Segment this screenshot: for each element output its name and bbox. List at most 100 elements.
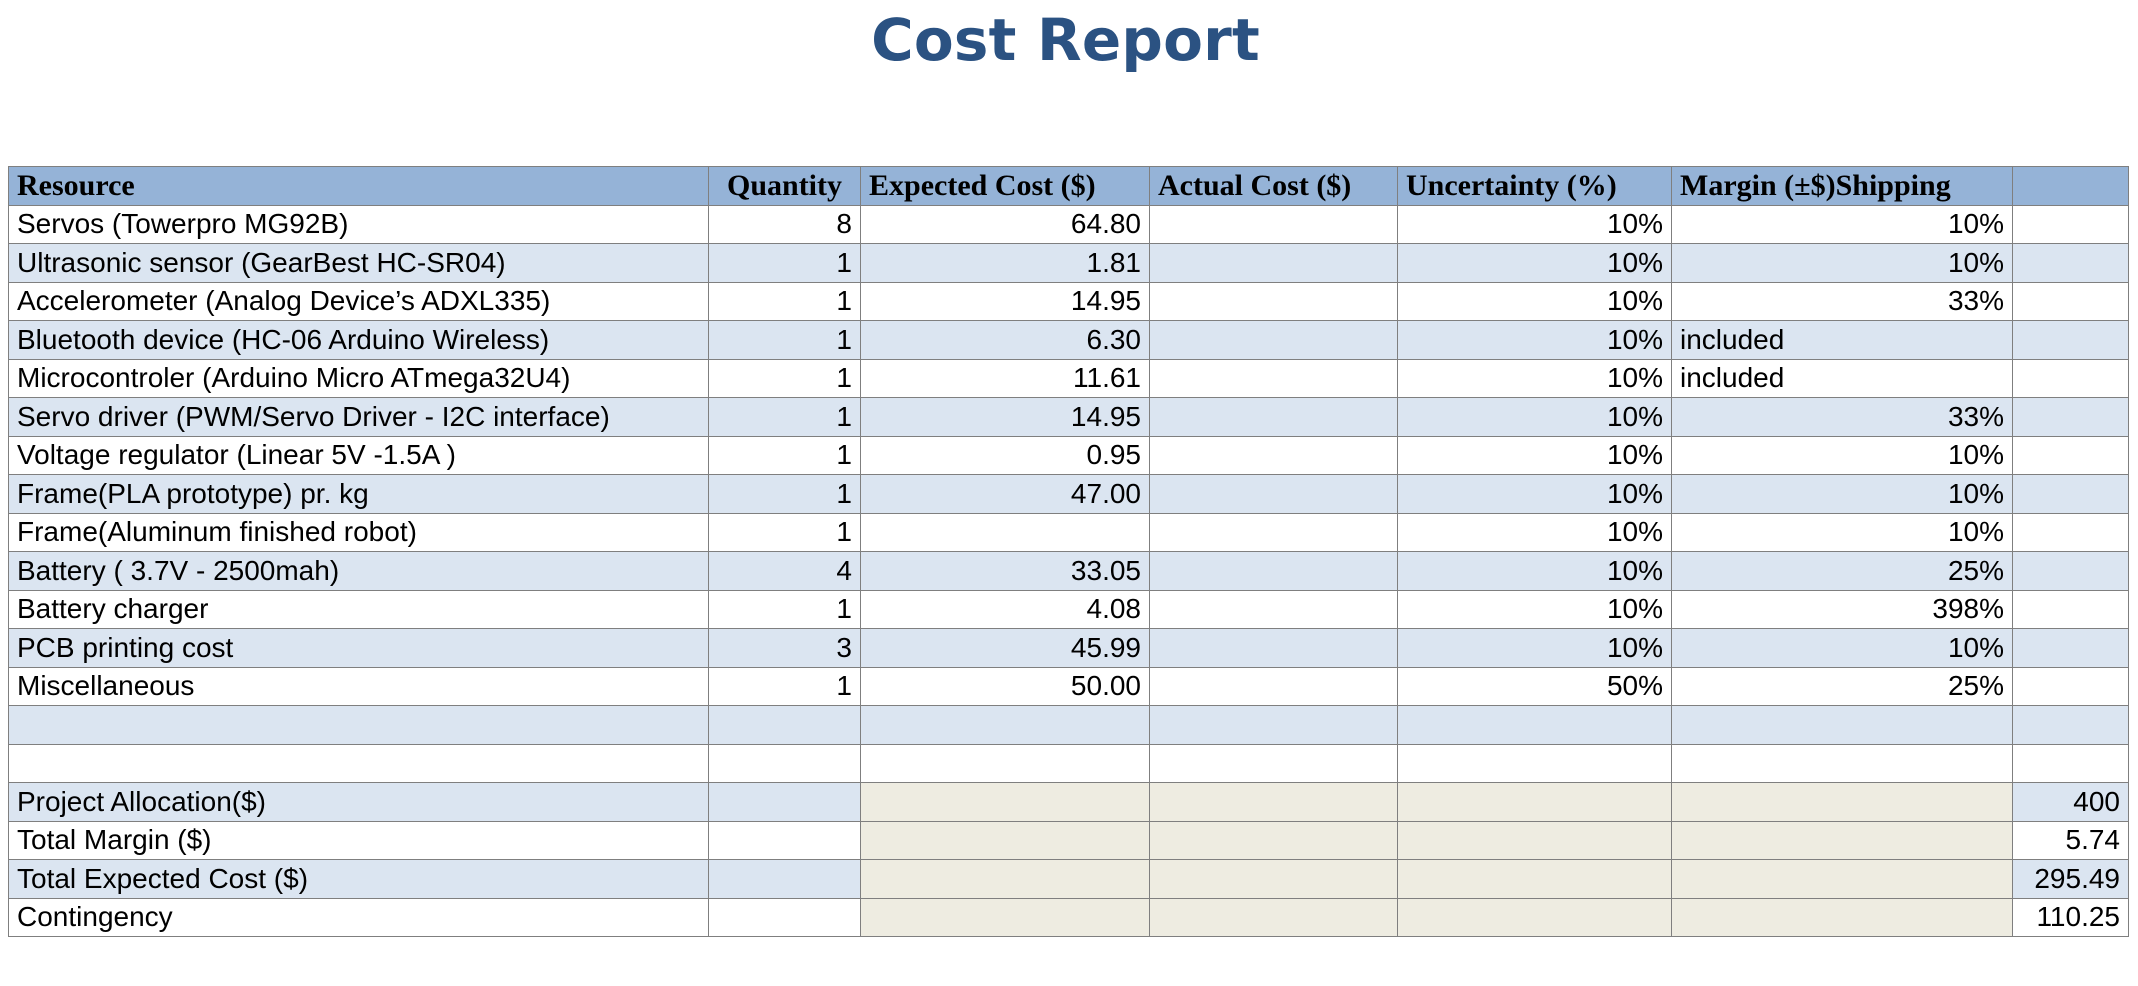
cell-uncertainty[interactable]: 10%	[1397, 397, 1672, 437]
cell-actual-cost[interactable]	[1149, 204, 1398, 244]
cell-extra[interactable]	[2012, 281, 2129, 321]
cell-actual-cost[interactable]	[1149, 589, 1398, 629]
cell-margin-shipping[interactable]: 10%	[1671, 435, 2013, 475]
cell-quantity[interactable]	[708, 743, 861, 783]
summary-empty-cell[interactable]	[708, 782, 861, 822]
cell-expected-cost[interactable]: 1.81	[860, 243, 1150, 283]
cell-actual-cost[interactable]	[1149, 243, 1398, 283]
summary-filled-cell[interactable]	[1397, 897, 1672, 937]
summary-value[interactable]: 5.74	[2012, 820, 2129, 860]
cell-margin-shipping[interactable]: 33%	[1671, 281, 2013, 321]
cell-actual-cost[interactable]	[1149, 397, 1398, 437]
cell-quantity[interactable]	[708, 705, 861, 745]
cell-actual-cost[interactable]	[1149, 551, 1398, 591]
cell-uncertainty[interactable]: 10%	[1397, 435, 1672, 475]
cell-resource[interactable]: Bluetooth device (HC-06 Arduino Wireless…	[8, 320, 709, 360]
cell-quantity[interactable]: 1	[708, 358, 861, 398]
cell-extra[interactable]	[2012, 705, 2129, 745]
cell-margin-shipping[interactable]: 10%	[1671, 512, 2013, 552]
summary-filled-cell[interactable]	[860, 859, 1150, 899]
cell-margin-shipping[interactable]: 25%	[1671, 666, 2013, 706]
cell-uncertainty[interactable]: 10%	[1397, 551, 1672, 591]
cell-actual-cost[interactable]	[1149, 474, 1398, 514]
cell-uncertainty[interactable]: 10%	[1397, 320, 1672, 360]
cell-extra[interactable]	[2012, 243, 2129, 283]
cell-margin-shipping[interactable]: 10%	[1671, 204, 2013, 244]
cell-expected-cost[interactable]: 0.95	[860, 435, 1150, 475]
cell-actual-cost[interactable]	[1149, 435, 1398, 475]
summary-filled-cell[interactable]	[1397, 859, 1672, 899]
summary-empty-cell[interactable]	[708, 820, 861, 860]
cell-resource[interactable]: Voltage regulator (Linear 5V -1.5A )	[8, 435, 709, 475]
cell-quantity[interactable]: 1	[708, 512, 861, 552]
cell-expected-cost[interactable]	[860, 743, 1150, 783]
cell-quantity[interactable]: 1	[708, 589, 861, 629]
cell-resource[interactable]: Servo driver (PWM/Servo Driver - I2C int…	[8, 397, 709, 437]
cell-expected-cost[interactable]: 33.05	[860, 551, 1150, 591]
cell-extra[interactable]	[2012, 474, 2129, 514]
cell-resource[interactable]: Frame(PLA prototype) pr. kg	[8, 474, 709, 514]
cell-quantity[interactable]: 1	[708, 666, 861, 706]
cell-extra[interactable]	[2012, 512, 2129, 552]
cell-extra[interactable]	[2012, 358, 2129, 398]
summary-filled-cell[interactable]	[860, 782, 1150, 822]
cell-quantity[interactable]: 1	[708, 397, 861, 437]
cell-extra[interactable]	[2012, 666, 2129, 706]
cell-margin-shipping[interactable]: included	[1671, 320, 2013, 360]
cell-expected-cost[interactable]: 14.95	[860, 281, 1150, 321]
cell-resource[interactable]: Accelerometer (Analog Device’s ADXL335)	[8, 281, 709, 321]
cell-expected-cost[interactable]: 4.08	[860, 589, 1150, 629]
cell-extra[interactable]	[2012, 397, 2129, 437]
cell-resource[interactable]: Battery ( 3.7V - 2500mah)	[8, 551, 709, 591]
cell-quantity[interactable]: 1	[708, 320, 861, 360]
cell-actual-cost[interactable]	[1149, 666, 1398, 706]
cell-extra[interactable]	[2012, 628, 2129, 668]
cell-margin-shipping[interactable]: included	[1671, 358, 2013, 398]
summary-filled-cell[interactable]	[1397, 782, 1672, 822]
cell-actual-cost[interactable]	[1149, 512, 1398, 552]
cell-quantity[interactable]: 8	[708, 204, 861, 244]
cell-quantity[interactable]: 1	[708, 243, 861, 283]
cell-expected-cost[interactable]: 45.99	[860, 628, 1150, 668]
summary-filled-cell[interactable]	[1149, 859, 1398, 899]
cell-actual-cost[interactable]	[1149, 628, 1398, 668]
summary-filled-cell[interactable]	[1149, 897, 1398, 937]
cell-extra[interactable]	[2012, 204, 2129, 244]
cell-uncertainty[interactable]: 10%	[1397, 589, 1672, 629]
cell-extra[interactable]	[2012, 589, 2129, 629]
cell-uncertainty[interactable]: 10%	[1397, 243, 1672, 283]
cell-uncertainty[interactable]: 10%	[1397, 474, 1672, 514]
summary-value[interactable]: 400	[2012, 782, 2129, 822]
cell-resource[interactable]: Battery charger	[8, 589, 709, 629]
cell-uncertainty[interactable]: 10%	[1397, 281, 1672, 321]
cell-resource[interactable]: Miscellaneous	[8, 666, 709, 706]
cell-resource[interactable]: Frame(Aluminum finished robot)	[8, 512, 709, 552]
cell-quantity[interactable]: 3	[708, 628, 861, 668]
cell-expected-cost[interactable]: 11.61	[860, 358, 1150, 398]
cell-resource[interactable]: Servos (Towerpro MG92B)	[8, 204, 709, 244]
cell-uncertainty[interactable]: 10%	[1397, 512, 1672, 552]
cell-actual-cost[interactable]	[1149, 281, 1398, 321]
summary-filled-cell[interactable]	[860, 897, 1150, 937]
cell-margin-shipping[interactable]	[1671, 743, 2013, 783]
cell-expected-cost[interactable]: 64.80	[860, 204, 1150, 244]
summary-filled-cell[interactable]	[1149, 820, 1398, 860]
cell-quantity[interactable]: 4	[708, 551, 861, 591]
summary-filled-cell[interactable]	[1671, 897, 2013, 937]
cell-quantity[interactable]: 1	[708, 435, 861, 475]
cell-resource[interactable]	[8, 705, 709, 745]
cell-uncertainty[interactable]: 10%	[1397, 358, 1672, 398]
cell-actual-cost[interactable]	[1149, 705, 1398, 745]
summary-filled-cell[interactable]	[1397, 820, 1672, 860]
cell-resource[interactable]: Microcontroler (Arduino Micro ATmega32U4…	[8, 358, 709, 398]
summary-filled-cell[interactable]	[860, 820, 1150, 860]
summary-empty-cell[interactable]	[708, 897, 861, 937]
cell-quantity[interactable]: 1	[708, 281, 861, 321]
cell-expected-cost[interactable]	[860, 512, 1150, 552]
summary-empty-cell[interactable]	[708, 859, 861, 899]
cell-extra[interactable]	[2012, 435, 2129, 475]
cell-margin-shipping[interactable]: 25%	[1671, 551, 2013, 591]
cell-extra[interactable]	[2012, 743, 2129, 783]
cell-expected-cost[interactable]: 50.00	[860, 666, 1150, 706]
cell-margin-shipping[interactable]: 10%	[1671, 474, 2013, 514]
